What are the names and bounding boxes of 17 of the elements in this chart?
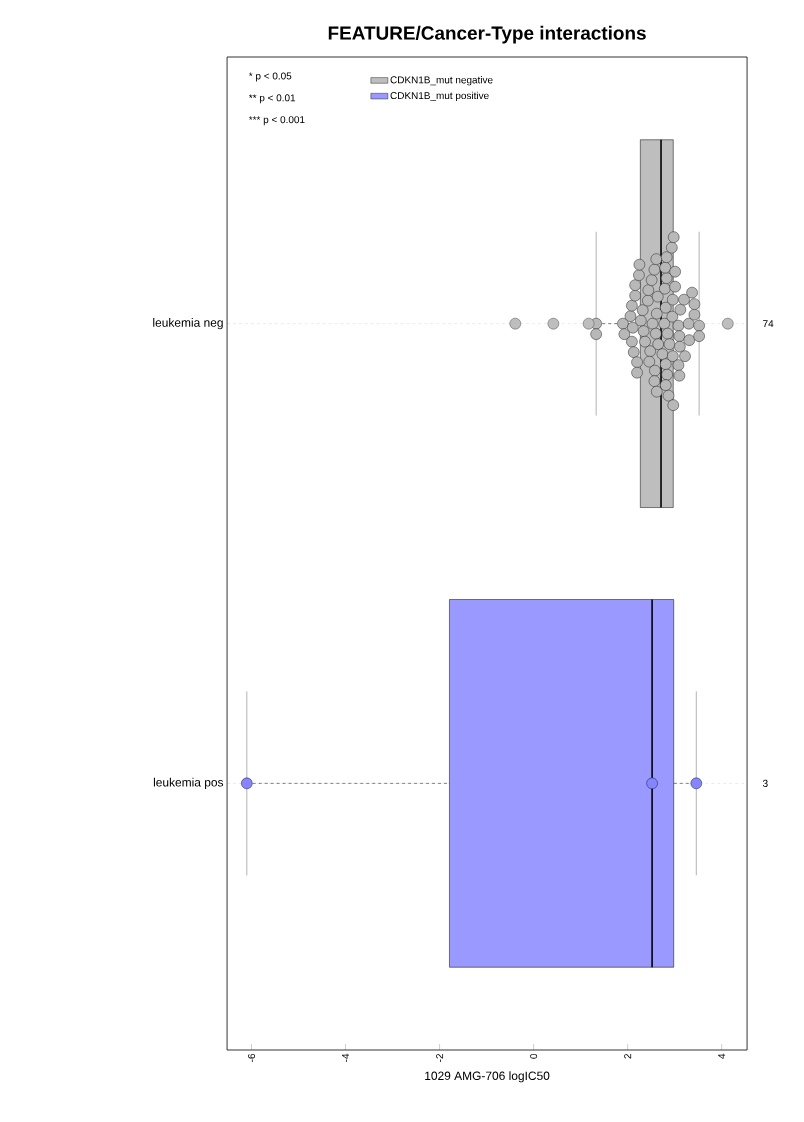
- annotation: * p < 0.05: [248, 72, 292, 82]
- legend-label: CDKN1B_mut positive: [390, 91, 489, 102]
- chart-title: FEATURE/Cancer-Type interactions: [328, 25, 646, 44]
- x-axis-title: 1029 AMG-706 logIC50: [425, 1071, 550, 1083]
- x-tick-label: 0: [530, 1053, 538, 1059]
- text: 74: [763, 320, 774, 328]
- legend-label: CDKN1B_mut negative: [390, 76, 493, 86]
- annotation: *** p < 0.001: [248, 116, 305, 126]
- x-tick-label: -6: [247, 1053, 256, 1062]
- y-tick-label: leukemia pos: [153, 777, 224, 789]
- y-tick-label: leukemia neg: [153, 318, 223, 330]
- x-tick-label: -2: [436, 1054, 444, 1062]
- x-tick-label: -4: [342, 1053, 349, 1062]
- x-tick-label: 2: [624, 1054, 632, 1059]
- text: 3: [762, 779, 768, 787]
- annotation: ** p < 0.01: [248, 94, 296, 104]
- x-tick-label: 4: [718, 1053, 726, 1059]
